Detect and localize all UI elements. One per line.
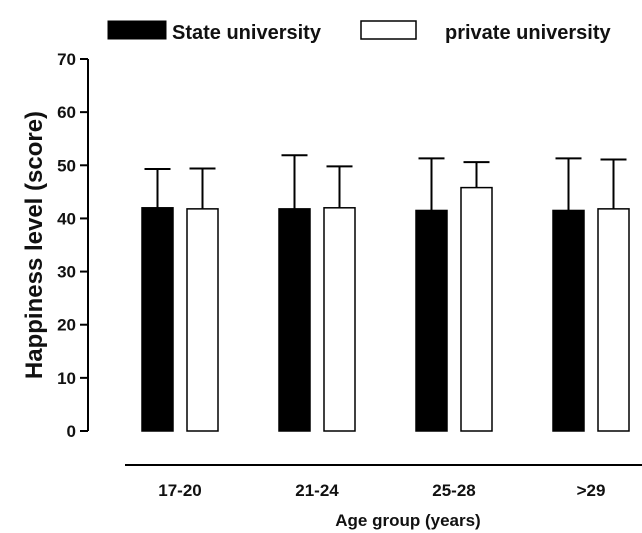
y-tick-label: 10 <box>57 369 76 388</box>
y-axis-title: Happiness level (score) <box>21 111 48 379</box>
legend-label-state-university: State university <box>172 22 322 44</box>
bar-private-4 <box>597 208 630 432</box>
x-tick-label: >29 <box>577 481 606 500</box>
bars <box>141 186 630 432</box>
legend-swatch-state-university <box>107 20 167 40</box>
legend-swatch-private-university <box>360 20 417 40</box>
y-tick-label: 30 <box>57 263 76 282</box>
y-tick-label: 20 <box>57 316 76 335</box>
legend-label-private-university: private university <box>445 22 612 44</box>
legend: State university private university <box>107 20 612 44</box>
y-tick-label: 40 <box>57 209 76 228</box>
x-axis-title: Age group (years) <box>335 511 480 530</box>
y-axis: 0 10 20 30 40 50 60 70 <box>57 50 89 441</box>
bar-state-4 <box>552 209 585 432</box>
bar-state-3 <box>415 209 448 432</box>
bar-private-3 <box>460 186 493 432</box>
bar-state-2 <box>278 208 311 432</box>
error-bars <box>144 154 627 211</box>
y-tick-label: 0 <box>67 422 76 441</box>
x-tick-label: 17-20 <box>158 481 201 500</box>
y-tick-label: 70 <box>57 50 76 69</box>
y-tick-label: 50 <box>57 156 76 175</box>
x-tick-label: 25-28 <box>432 481 475 500</box>
bar-private-1 <box>186 208 219 432</box>
x-axis: 17-20 21-24 25-28 >29 <box>125 464 642 500</box>
bar-state-1 <box>141 207 174 432</box>
bar-private-2 <box>323 207 356 432</box>
x-tick-label: 21-24 <box>295 481 339 500</box>
y-tick-label: 60 <box>57 103 76 122</box>
